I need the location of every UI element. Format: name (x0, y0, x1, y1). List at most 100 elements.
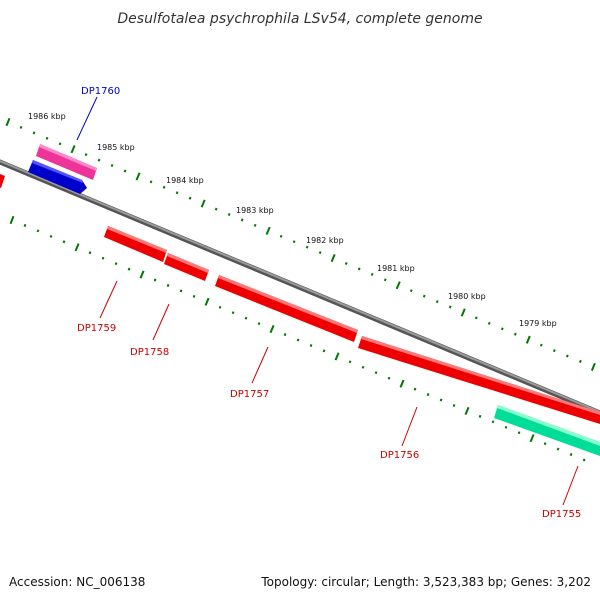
inner-track-minor-tick (283, 333, 287, 337)
kbp-label-1981: 1981 kbp (377, 264, 415, 273)
inner-track-major-tick (464, 406, 470, 415)
inner-track-minor-tick (439, 398, 443, 402)
inner-track-minor-tick (556, 447, 560, 451)
gene-feature-left-edge[interactable] (0, 172, 5, 188)
outer-track-minor-tick (500, 327, 504, 331)
outer-track-minor-tick (318, 251, 322, 255)
outer-track-minor-tick (123, 169, 127, 173)
outer-track-minor-tick (97, 158, 101, 162)
outer-track-minor-tick (565, 354, 569, 358)
outer-track-minor-tick (474, 316, 478, 320)
gene-label-dp1759[interactable]: DP1759 (77, 323, 116, 334)
leader-dp1756 (401, 406, 418, 447)
outer-track-minor-tick (409, 289, 413, 293)
inner-track-minor-tick (413, 387, 417, 391)
outer-track-major-tick (395, 281, 401, 290)
leader-dp1759 (99, 280, 118, 319)
inner-track-major-tick (139, 270, 145, 279)
inner-track-minor-tick (127, 267, 131, 271)
outer-track-major-tick (330, 254, 336, 263)
outer-track-minor-tick (84, 153, 88, 157)
outer-track-major-tick (70, 145, 76, 154)
inner-track-minor-tick (478, 414, 482, 418)
outer-tick-track (5, 117, 596, 371)
inner-track-major-tick (399, 379, 405, 388)
gene-feature-dp1760[interactable] (28, 160, 87, 194)
outer-track-minor-tick (292, 240, 296, 244)
inner-track-minor-tick (218, 305, 222, 309)
inner-track-minor-tick (192, 294, 196, 298)
gene-label-dp1755[interactable]: DP1755 (542, 509, 581, 520)
kbp-label-1985: 1985 kbp (97, 143, 135, 152)
gene-labels: DP1760 DP1759 DP1758 DP1757 DP1756 DP175… (77, 86, 581, 520)
kbp-label-1986: 1986 kbp (28, 112, 66, 121)
inner-track-major-tick (74, 243, 80, 252)
inner-track-minor-tick (582, 458, 586, 462)
leader-dp1758 (152, 303, 170, 341)
outer-track-major-tick (525, 335, 531, 344)
inner-track-major-tick (204, 297, 210, 306)
inner-tick-track (9, 215, 586, 462)
inner-track-minor-tick (452, 404, 456, 407)
outer-track-major-tick (5, 117, 11, 127)
gene-feature-dp1758[interactable] (164, 253, 209, 281)
inner-track-minor-tick (101, 256, 105, 260)
outer-track-minor-tick (539, 343, 543, 347)
outer-track-minor-tick (240, 218, 244, 222)
gene-feature-dp1757[interactable] (215, 275, 358, 342)
outer-track-major-tick (460, 308, 466, 317)
genome-backbone (0, 159, 600, 416)
inner-track-minor-tick (36, 229, 40, 233)
outer-track-minor-tick (45, 136, 49, 140)
inner-track-minor-tick (88, 251, 92, 255)
inner-track-minor-tick (23, 223, 27, 227)
inner-track-minor-tick (387, 376, 391, 380)
outer-track-minor-tick (383, 278, 387, 282)
outer-track-minor-tick (448, 305, 452, 309)
inner-track-minor-tick (114, 262, 118, 266)
gene-label-dp1757[interactable]: DP1757 (230, 389, 269, 400)
kbp-label-1982: 1982 kbp (306, 236, 344, 245)
inner-track-major-tick (529, 434, 535, 443)
inner-track-major-tick (334, 352, 340, 361)
outer-track-minor-tick (370, 272, 374, 276)
inner-track-minor-tick (62, 240, 66, 244)
outer-track-minor-tick (344, 261, 348, 266)
gene-label-dp1758[interactable]: DP1758 (130, 347, 169, 358)
outer-track-major-tick (135, 172, 141, 181)
inner-track-minor-tick (244, 316, 248, 320)
gene-feature-pink[interactable] (36, 144, 97, 180)
outer-track-minor-tick (513, 332, 517, 336)
outer-track-minor-tick (279, 234, 283, 238)
outer-track-major-tick (265, 226, 271, 235)
outer-track-minor-tick (487, 321, 491, 325)
outer-track-minor-tick (214, 207, 218, 211)
gene-label-dp1760[interactable]: DP1760 (81, 86, 120, 97)
gene-feature-dp1756[interactable] (358, 336, 600, 424)
inner-track-minor-tick (153, 278, 157, 282)
outer-track-minor-tick (149, 180, 153, 184)
outer-track-minor-tick (305, 245, 309, 249)
accession-text: Accession: NC_006138 (9, 575, 145, 589)
gene-feature-dp1759[interactable] (104, 226, 167, 262)
gene-label-dp1756[interactable]: DP1756 (380, 450, 419, 461)
map-title: Desulfotalea psychrophila LSv54, complet… (117, 11, 482, 27)
inner-track-minor-tick (231, 311, 235, 315)
inner-track-minor-tick (309, 344, 313, 347)
inner-track-minor-tick (348, 360, 352, 364)
leader-dp1757 (251, 346, 269, 384)
outer-track-minor-tick (175, 191, 179, 195)
outer-track-minor-tick (110, 164, 114, 167)
gene-feature-dp1755[interactable] (494, 405, 600, 456)
reverse-strand-features (104, 226, 600, 456)
genome-summary-text: Topology: circular; Length: 3,523,383 bp… (260, 575, 591, 589)
inner-track-minor-tick (166, 283, 170, 287)
outer-track-minor-tick (357, 267, 361, 271)
leader-dp1760 (76, 96, 98, 141)
inner-track-minor-tick (257, 322, 261, 326)
outer-track-minor-tick (552, 349, 556, 353)
outer-track-minor-tick (19, 125, 23, 129)
outer-track-major-tick (200, 199, 206, 208)
inner-track-minor-tick (296, 338, 300, 342)
